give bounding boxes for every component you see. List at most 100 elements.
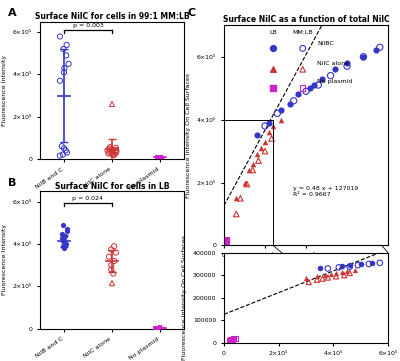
Point [300, 66, 306, 72]
Point [60, 245, 67, 251]
Point [113, 150, 119, 156]
Point [62, 241, 69, 247]
Point [228, 337, 234, 343]
Point [152, 325, 158, 331]
Point [109, 151, 116, 157]
Point [355, 262, 361, 268]
Point [241, 180, 248, 186]
Point [60, 237, 67, 243]
Point [224, 238, 230, 244]
Point [113, 250, 119, 256]
Point [110, 148, 116, 154]
Point [61, 69, 67, 75]
Point [360, 54, 366, 60]
Bar [224, 119, 273, 245]
Point [110, 271, 116, 277]
Point [107, 144, 113, 150]
Point [278, 107, 285, 113]
Point [109, 101, 115, 107]
Point [64, 42, 70, 48]
Point [262, 123, 268, 129]
Point [325, 266, 331, 271]
Point [63, 53, 69, 58]
Point [59, 231, 66, 236]
Point [223, 239, 229, 245]
Point [157, 155, 163, 160]
Point [109, 149, 116, 155]
Point [294, 92, 301, 97]
Point [62, 148, 69, 153]
Point [224, 238, 230, 244]
Point [250, 161, 256, 166]
Text: No plasmid: No plasmid [318, 79, 353, 84]
Point [60, 152, 66, 157]
Point [104, 148, 111, 153]
Point [270, 123, 276, 129]
Point [108, 247, 114, 252]
Point [319, 76, 326, 82]
Point [338, 269, 345, 275]
Point [108, 262, 114, 268]
Point [57, 34, 63, 39]
Point [314, 274, 320, 279]
Title: Surface NilC for cells in LB: Surface NilC for cells in LB [55, 182, 169, 191]
Point [274, 110, 280, 116]
Point [258, 145, 264, 151]
Y-axis label: Fluorescence Intensity On Cell Surfaces: Fluorescence Intensity On Cell Surfaces [182, 235, 188, 360]
Point [333, 270, 339, 276]
Point [358, 261, 364, 267]
Text: C: C [188, 8, 196, 18]
Point [57, 78, 63, 84]
Point [290, 98, 297, 104]
X-axis label: Fluorescence Intensity On Cell Lysates: Fluorescence Intensity On Cell Lysates [245, 264, 367, 269]
Point [106, 149, 113, 155]
Point [109, 280, 115, 286]
Point [270, 85, 276, 91]
Point [156, 155, 162, 161]
Point [106, 254, 112, 260]
Point [113, 147, 119, 153]
Point [62, 233, 68, 239]
Point [328, 73, 334, 78]
Point [224, 237, 230, 243]
Point [156, 155, 163, 161]
Point [270, 45, 276, 51]
Point [352, 267, 358, 273]
Point [319, 276, 326, 282]
Point [63, 229, 70, 234]
Point [156, 325, 162, 330]
Point [336, 265, 342, 270]
Point [346, 270, 353, 276]
Point [366, 261, 372, 267]
Point [111, 258, 118, 264]
Point [306, 279, 312, 285]
Point [333, 274, 339, 279]
Point [156, 154, 163, 160]
Point [244, 181, 250, 187]
Title: Surface NilC for cells in 99:1 MM:LB: Surface NilC for cells in 99:1 MM:LB [35, 12, 189, 21]
Point [311, 82, 318, 88]
Point [341, 272, 348, 278]
Point [377, 44, 383, 50]
Point [307, 85, 313, 91]
Point [113, 149, 120, 155]
Point [278, 117, 285, 122]
Point [108, 147, 115, 152]
Y-axis label: Fluorescence Intensity: Fluorescence Intensity [2, 224, 8, 296]
Point [106, 146, 112, 152]
Point [157, 325, 164, 330]
X-axis label: Protein Expression: Protein Expression [83, 196, 141, 201]
Point [250, 167, 256, 173]
Point [346, 262, 353, 268]
Point [61, 65, 68, 71]
Y-axis label: Fluorescence Intensity On Cell Surfaces: Fluorescence Intensity On Cell Surfaces [186, 73, 192, 198]
Point [237, 195, 244, 201]
Point [226, 338, 233, 344]
Point [60, 222, 66, 228]
Text: p = 0.024: p = 0.024 [72, 196, 104, 201]
Point [61, 145, 67, 151]
Point [322, 272, 328, 278]
Point [376, 260, 383, 266]
Point [344, 268, 350, 274]
Point [58, 143, 65, 149]
